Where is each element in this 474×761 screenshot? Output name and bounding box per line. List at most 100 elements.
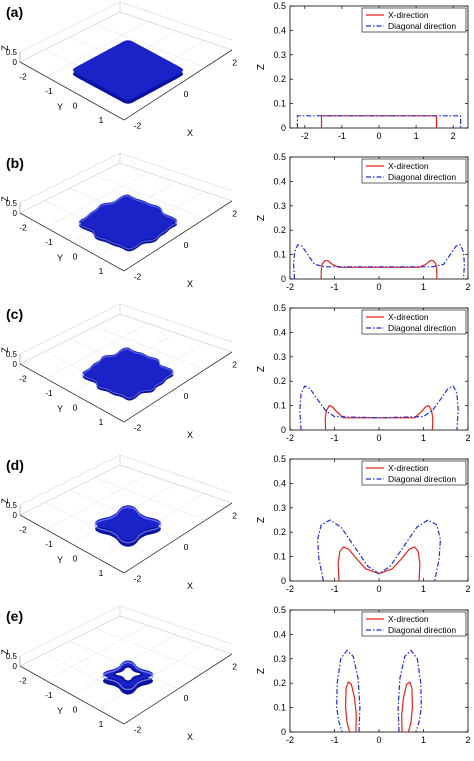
x-tick-label: -2 [286, 584, 294, 594]
x-tick-label: 2 [465, 584, 470, 594]
x-tick-label: 0 [376, 131, 381, 141]
y-tick-label: -1 [45, 237, 53, 247]
z-axis-label: Z [0, 649, 10, 655]
x-tick-label: 1 [421, 433, 426, 443]
x-axis-label: X [187, 732, 193, 742]
z-tick-label: 0.5 [6, 652, 18, 661]
x-tick-label: -2 [286, 735, 294, 745]
legend-box [361, 158, 467, 184]
profile-chart: 0 0.1 0.2 0.3 0.4 0.5 -2 -1 0 1 2 Z X-directionDiago… [256, 152, 471, 292]
film-surface [79, 194, 177, 248]
x-tick-label: 1 [421, 584, 426, 594]
z-tick-label: 0.5 [6, 199, 18, 208]
legend-label: X-direction [388, 463, 429, 473]
figure-row: (e) -2 -1 0 1 -2 0 2 0 0.5 Z Y X 0 0.1 0.2 0.3 0.4 0.5 -2 -1… [0, 604, 474, 755]
legend-box [361, 7, 467, 33]
y-tick-label: 1 [99, 417, 104, 427]
series-group [316, 519, 441, 581]
diagonal-direction-line [296, 115, 462, 128]
x-axis-label: X [187, 430, 193, 440]
y-tick-label: 0.2 [273, 678, 286, 688]
x-tick-label: 2 [232, 662, 237, 672]
x-tick-label: -1 [330, 282, 338, 292]
film-rim [102, 661, 154, 691]
legend-box [361, 611, 467, 637]
z-axis-label: Z [0, 196, 10, 202]
y-tick-label: 0.1 [273, 99, 286, 109]
y-tick-label: 0 [281, 425, 286, 435]
x-tick-label: 0 [376, 735, 381, 745]
diagonal-direction-line [397, 649, 422, 732]
z-axis-label: Z [0, 45, 10, 51]
y-axis-label: Z [256, 668, 267, 674]
y-tick-label: 0.1 [273, 703, 286, 713]
legend-box [361, 460, 467, 486]
legend-label: Diagonal direction [388, 323, 456, 333]
x-tick-label: -1 [330, 584, 338, 594]
y-tick-label: -1 [45, 690, 53, 700]
diagonal-direction-line [336, 649, 361, 732]
x-tick-label: 2 [451, 131, 456, 141]
surface-box-edge [19, 303, 233, 355]
z-tick-label: 0 [13, 662, 18, 671]
x-direction-line [320, 115, 438, 128]
y-tick-label: 0.2 [273, 376, 286, 386]
y-tick-label: 0.4 [273, 629, 286, 639]
diagonal-direction-line [292, 244, 465, 279]
x-tick-label: 0 [376, 282, 381, 292]
z-axis-label: Z [0, 347, 10, 353]
x-tick-label: 0 [184, 240, 189, 250]
y-axis-label: Y [57, 102, 63, 112]
y-tick-label: -1 [45, 86, 53, 96]
y-tick-label: 0.5 [273, 303, 286, 313]
film-surface [95, 505, 161, 541]
series-group [292, 244, 465, 279]
series-group [299, 385, 459, 430]
y-tick-label: 0 [73, 704, 78, 714]
panel-label: (c) [6, 306, 24, 322]
z-tick-label: 0.5 [6, 350, 18, 359]
y-tick-label: 0.2 [273, 74, 286, 84]
y-axis-label: Z [256, 64, 267, 70]
x-tick-label: 0 [184, 391, 189, 401]
y-tick-label: 0 [73, 553, 78, 563]
series-group [336, 649, 422, 732]
z-tick-label: 0 [13, 209, 18, 218]
legend-label: Diagonal direction [388, 21, 456, 31]
y-tick-label: 0.3 [273, 352, 286, 362]
y-tick-label: -2 [19, 71, 27, 81]
x-tick-label: -2 [286, 433, 294, 443]
figure-row: (a) -2 -1 0 1 -2 0 2 0 0.5 Z Y X 0 0.1 0.2 0.3 0.4 0.5 -2 -1… [0, 0, 474, 151]
x-tick-label: -2 [134, 423, 142, 433]
y-tick-label: 0.2 [273, 225, 286, 235]
profile-chart: 0 0.1 0.2 0.3 0.4 0.5 -2 -1 0 1 2 Z X-directionDiago… [256, 303, 471, 443]
y-tick-label: -2 [19, 222, 27, 232]
z-tick-label: 0.5 [6, 48, 18, 57]
figure-row: (c) -2 -1 0 1 -2 0 2 0 0.5 Z Y X 0 0.1 0.2 0.3 0.4 0.5 -2 -1… [0, 302, 474, 453]
y-tick-label: -1 [45, 539, 53, 549]
y-tick-label: 0 [73, 402, 78, 412]
y-tick-label: 1 [99, 568, 104, 578]
floor-grid-line [94, 175, 206, 219]
x-tick-label: -2 [134, 272, 142, 282]
z-tick-label: 0 [13, 360, 18, 369]
panel-label: (a) [6, 4, 24, 20]
x-tick-label: -2 [134, 121, 142, 131]
y-tick-label: 0.5 [273, 152, 286, 162]
y-axis-label: Y [57, 706, 63, 716]
surface-box-edge [19, 1, 233, 53]
y-tick-label: 1 [99, 719, 104, 729]
y-axis-label: Z [256, 366, 267, 372]
legend-box [361, 309, 467, 335]
x-tick-label: 1 [421, 282, 426, 292]
y-tick-label: 0 [281, 576, 286, 586]
y-tick-label: 1 [99, 266, 104, 276]
film-rim [94, 506, 162, 544]
x-tick-label: 0 [184, 542, 189, 552]
